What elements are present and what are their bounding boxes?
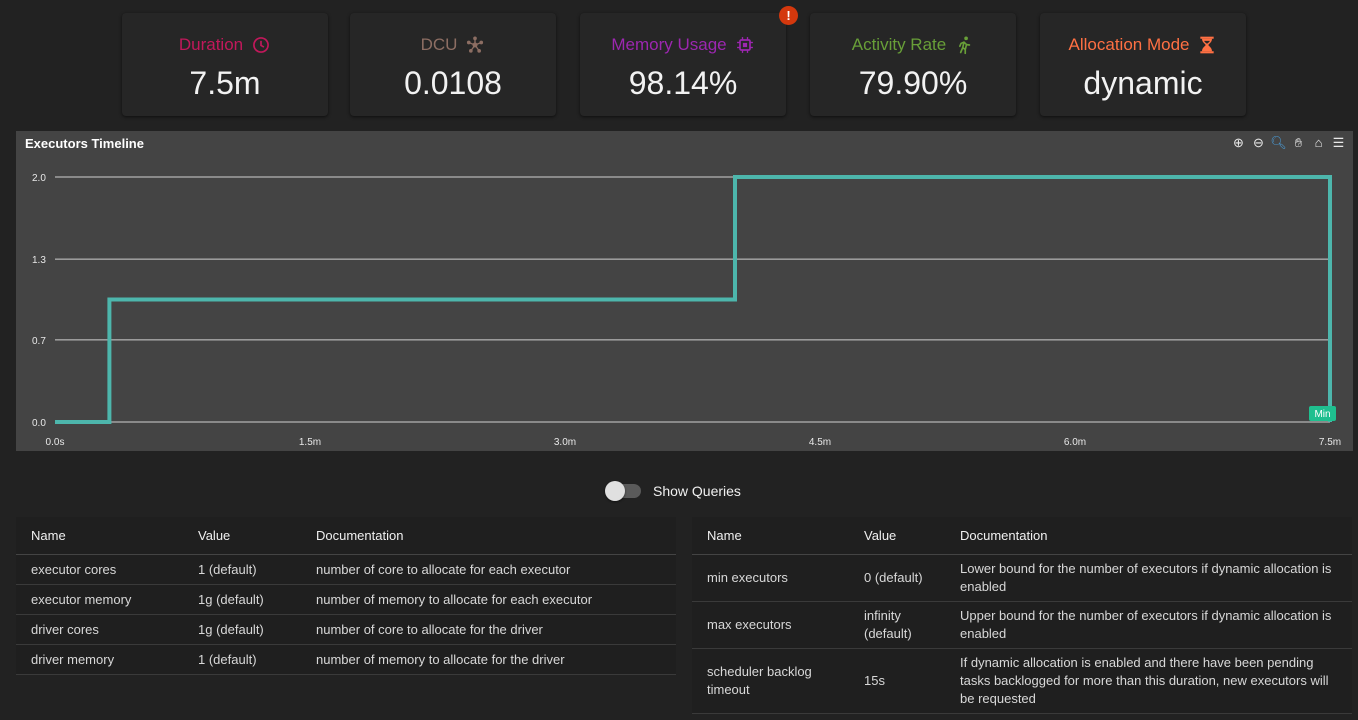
dcu-value: 0.0108 bbox=[404, 65, 502, 101]
table-row: driver memory 1 (default) number of memo… bbox=[16, 644, 676, 675]
x-tick-label: 1.5m bbox=[299, 437, 321, 448]
duration-label: Duration bbox=[178, 35, 244, 54]
table-row: min executors 0 (default) Lower bound fo… bbox=[692, 554, 1352, 602]
allocation-config-table: Name Value Documentation min executors 0… bbox=[692, 517, 1352, 714]
executors-timeline-chart: 0.0 0.7 1.3 2.0 0.0s 1.5m 3.0m 4.5m 6.0m 7.5m Min … bbox=[16, 131, 1353, 451]
y-tick-label: 2.0 bbox=[32, 173, 46, 184]
cell-value: 1g (default) bbox=[183, 584, 301, 615]
cell-value: 15s bbox=[849, 648, 945, 714]
x-tick-label: 3.0m bbox=[554, 437, 576, 448]
y-tick-label: 0.7 bbox=[32, 336, 46, 347]
table-header-row: Name Value Documentation bbox=[16, 517, 676, 555]
cell-name: scheduler backlog timeout bbox=[692, 648, 849, 714]
allocation-mode-card: Allocation Mode dynamic bbox=[1040, 13, 1246, 116]
cell-value: 1 (default) bbox=[183, 644, 301, 675]
memory-usage-value: 98.14% bbox=[628, 65, 738, 101]
zoom-out-icon[interactable]: ⊖ bbox=[1253, 135, 1264, 150]
duration-card: Duration 7.5m bbox=[122, 13, 328, 116]
show-queries-toggle-row: Show Queries bbox=[605, 481, 741, 501]
activity-rate-card: Activity Rate 79.90% bbox=[810, 13, 1016, 116]
chart-title: Executors Timeline bbox=[25, 136, 144, 151]
show-queries-label: Show Queries bbox=[653, 483, 741, 499]
column-header-value: Value bbox=[183, 517, 301, 555]
clock-icon bbox=[253, 37, 270, 53]
y-tick-label: 1.3 bbox=[32, 255, 46, 266]
cell-documentation: number of memory to allocate for the dri… bbox=[301, 644, 676, 675]
activity-rate-title: Activity Rate bbox=[810, 35, 1016, 55]
cell-documentation: number of memory to allocate for each ex… bbox=[301, 584, 676, 615]
toggle-knob[interactable] bbox=[605, 481, 625, 501]
show-queries-toggle[interactable] bbox=[605, 481, 641, 501]
dcu-card: DCU 0.0108 bbox=[350, 13, 556, 116]
menu-icon[interactable]: ☰ bbox=[1332, 135, 1345, 150]
memory-usage-label: Memory Usage bbox=[611, 35, 727, 54]
x-tick-label: 4.5m bbox=[809, 437, 831, 448]
cell-name: driver cores bbox=[16, 614, 183, 645]
table-row: scheduler backlog timeout 15s If dynamic… bbox=[692, 648, 1352, 714]
x-tick-label: 6.0m bbox=[1064, 437, 1086, 448]
alert-badge[interactable]: ! bbox=[779, 6, 798, 25]
reset-home-icon[interactable]: ⌂ bbox=[1314, 135, 1323, 150]
cell-documentation: Upper bound for the number of executors … bbox=[945, 601, 1352, 649]
cell-value: 1g (default) bbox=[183, 614, 301, 645]
cell-documentation: Lower bound for the number of executors … bbox=[945, 554, 1352, 602]
duration-value: 7.5m bbox=[189, 65, 261, 101]
cell-value: infinity (default) bbox=[849, 601, 945, 649]
executors-series-line bbox=[55, 175, 1332, 424]
zoom-select-icon[interactable]: 🔍︎ bbox=[1270, 135, 1287, 150]
metric-cards: Duration 7.5m DCU 0.0108 Memory Usage 98… bbox=[0, 13, 1358, 117]
cell-documentation: number of core to allocate for each exec… bbox=[301, 554, 676, 585]
min-annotation-box bbox=[1309, 406, 1336, 421]
allocation-mode-label: Allocation Mode bbox=[1068, 35, 1190, 54]
column-header-name: Name bbox=[16, 517, 183, 555]
allocation-mode-value: dynamic bbox=[1083, 65, 1203, 101]
cell-name: executor memory bbox=[16, 584, 183, 615]
cell-name: min executors bbox=[692, 554, 849, 602]
min-annotation-label: Min bbox=[1314, 409, 1330, 420]
chip-icon bbox=[736, 37, 753, 53]
memory-usage-card: Memory Usage 98.14% bbox=[580, 13, 786, 116]
column-header-documentation: Documentation bbox=[301, 517, 676, 555]
cell-name: driver memory bbox=[16, 644, 183, 675]
dcu-label: DCU bbox=[420, 35, 458, 54]
hub-icon bbox=[467, 36, 484, 53]
y-tick-label: 0.0 bbox=[32, 418, 46, 429]
table-row: executor memory 1g (default) number of m… bbox=[16, 584, 676, 615]
x-tick-label: 0.0s bbox=[46, 437, 65, 448]
cell-value: 0 (default) bbox=[849, 554, 945, 602]
executor-config-table: Name Value Documentation executor cores … bbox=[16, 517, 676, 675]
table-header-row: Name Value Documentation bbox=[692, 517, 1352, 555]
cell-name: executor cores bbox=[16, 554, 183, 585]
memory-usage-title: Memory Usage bbox=[580, 35, 786, 55]
chart-toolbar: ⊕ ⊖ 🔍︎ ✋︎ ⌂ ☰ bbox=[1230, 134, 1347, 151]
column-header-value: Value bbox=[849, 517, 945, 555]
zoom-in-icon[interactable]: ⊕ bbox=[1233, 135, 1244, 150]
running-icon bbox=[959, 36, 971, 55]
cell-documentation: number of core to allocate for the drive… bbox=[301, 614, 676, 645]
table-row: driver cores 1g (default) number of core… bbox=[16, 614, 676, 645]
table-row: executor cores 1 (default) number of cor… bbox=[16, 554, 676, 585]
x-tick-label: 7.5m bbox=[1319, 437, 1341, 448]
table-row: max executors infinity (default) Upper b… bbox=[692, 601, 1352, 649]
cell-name: max executors bbox=[692, 601, 849, 649]
column-header-name: Name bbox=[692, 517, 849, 555]
duration-title: Duration bbox=[122, 35, 328, 55]
cell-documentation: If dynamic allocation is enabled and the… bbox=[945, 648, 1352, 714]
dcu-title: DCU bbox=[350, 35, 556, 55]
cell-value: 1 (default) bbox=[183, 554, 301, 585]
allocation-mode-title: Allocation Mode bbox=[1040, 35, 1246, 55]
activity-rate-label: Activity Rate bbox=[851, 35, 947, 54]
chart-canvas: 0.0 0.7 1.3 2.0 0.0s 1.5m 3.0m 4.5m 6.0m 7.5m Min bbox=[32, 173, 1341, 448]
column-header-documentation: Documentation bbox=[945, 517, 1352, 555]
pan-hand-icon[interactable]: ✋︎ bbox=[1294, 135, 1303, 150]
hourglass-icon bbox=[1200, 36, 1215, 54]
activity-rate-value: 79.90% bbox=[858, 65, 968, 101]
